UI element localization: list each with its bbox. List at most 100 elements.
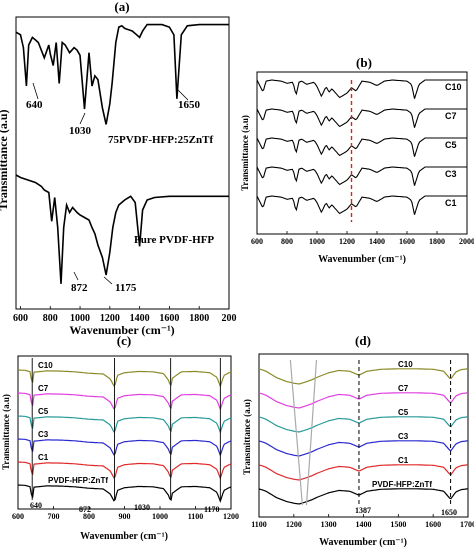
panel-a-series [15, 23, 229, 284]
series-label-c3: C3 [38, 430, 49, 439]
panel-a-x-tick-label: 1200 [100, 313, 120, 324]
panel-c-x-tick-label: 1000 [152, 512, 168, 521]
panel-c-x-tick-label: 900 [119, 512, 131, 521]
peak-c-640: 640 [30, 501, 42, 510]
peak-label-872: 872 [71, 282, 88, 294]
peak-d-1650: 1650 [441, 508, 457, 517]
peak-c-872: 872 [79, 505, 91, 514]
panel-c-y-axis-label: Transmittance (a.u) [1, 394, 11, 470]
panel-b-x-tick-label: 1800 [429, 237, 445, 246]
series-line-c1 [258, 464, 469, 481]
panel-b-label: (b) [356, 55, 372, 70]
series-line-c1 [17, 461, 232, 480]
panel-b-x-tick-label: 600 [251, 237, 263, 246]
panel-d-x-tick-label: 1600 [425, 520, 441, 529]
series-line-c3 [258, 440, 469, 457]
panel-c-x-axis-label: Wavenumber (cm⁻¹) [80, 531, 168, 542]
peak-label-1650: 1650 [178, 99, 201, 111]
peak-label-640: 640 [26, 99, 43, 111]
panel-c-x-tick-label: 600 [12, 512, 24, 521]
panel-c-label: (c) [117, 333, 131, 348]
series-label-c7: C7 [38, 384, 49, 393]
series-label-c7: C7 [445, 111, 457, 121]
series-label-c7: C7 [398, 384, 409, 393]
panel-d-label: (d) [355, 333, 371, 348]
series-label-c10: C10 [38, 361, 53, 370]
series-line-c7 [258, 392, 469, 409]
series-line-c10 [258, 368, 469, 385]
series-label-c1: C1 [445, 198, 457, 208]
panel-a-x-axis-label: Wavenumber (cm⁻¹) [69, 323, 174, 337]
series-line-c5 [17, 415, 232, 434]
panel-d-x-tick-label: 1400 [356, 520, 372, 529]
panel-d-x-axis-label: Wavenumber (cm⁻¹) [319, 537, 407, 548]
panel-c-x-tick-label: 1100 [188, 512, 204, 521]
series-label-c10: C10 [398, 360, 413, 369]
panel-a: (a) 600 800 1000 1200 1400 1600 1800 200 Transm… [0, 0, 237, 337]
panel-b-x-ticks: 600 800 1000 1200 1400 1600 1800 2000 [251, 231, 474, 246]
series-label-c3: C3 [398, 432, 409, 441]
panel-a-x-tick-label: 800 [43, 313, 58, 324]
series-label-c5: C5 [398, 408, 409, 417]
peak-label-1030: 1030 [69, 125, 92, 137]
series-line-c10 [256, 79, 467, 99]
panel-d-x-tick-label: 1700 [460, 520, 474, 529]
panel-d: (d) 1100 1200 1300 1400 1500 1600 1700 C10 C7 C5… [242, 333, 474, 548]
panel-c-x-tick-label: 700 [48, 512, 60, 521]
series-line-pure-pvdf-hfp [15, 174, 229, 284]
panel-a-x-ticks: 600 800 1000 1200 1400 1600 1800 200 [13, 306, 237, 324]
panel-b-series: C10 C7 C5 C3 C1 [256, 79, 467, 222]
panel-b-x-axis-label: Wavenumber (cm⁻¹) [318, 254, 406, 265]
series-line-c7 [17, 392, 232, 411]
panel-d-x-ticks: 1100 1200 1300 1400 1500 1600 1700 [251, 514, 474, 529]
series-label-c1: C1 [38, 453, 49, 462]
panel-a-x-tick-label: 200 [222, 313, 237, 324]
panel-a-x-tick-label: 1800 [189, 313, 209, 324]
panel-b-frame [256, 71, 468, 235]
series-line-pvdf-hfp-zntf [258, 488, 469, 505]
series-label-c5: C5 [445, 140, 457, 150]
panel-d-x-tick-label: 1500 [390, 520, 406, 529]
panel-b-x-tick-label: 1000 [309, 237, 325, 246]
series-line-c7 [256, 108, 467, 128]
panel-b-x-tick-label: 2000 [459, 237, 474, 246]
peak-d-1387: 1387 [355, 506, 371, 515]
series-line-c3 [17, 438, 232, 457]
panel-a-x-tick-label: 1000 [70, 313, 90, 324]
panel-c-x-tick-label: 800 [83, 512, 95, 521]
arrow-1650 [177, 89, 189, 101]
series-label-pure-pvdf: Pure PVDF-HFP [134, 234, 214, 246]
panel-a-x-tick-label: 1400 [130, 313, 150, 324]
series-line-c3 [256, 166, 467, 186]
panel-a-x-tick-label: 1600 [159, 313, 179, 324]
panel-b-x-tick-label: 1200 [339, 237, 355, 246]
panel-a-frame [15, 16, 230, 310]
panel-a-y-axis-label: Transmittance (a.u) [0, 109, 10, 210]
series-line-75pvdf-hfp-25zntf [15, 23, 229, 125]
peak-label-1175: 1175 [115, 282, 137, 294]
series-label-pvdf-hfp-zntf: PVDF-HFP:ZnTf [372, 480, 432, 489]
panel-d-series: C10 C7 C5 C3 C1 PVDF-HFP:ZnTf [258, 359, 469, 506]
series-label-c1: C1 [398, 456, 409, 465]
series-label-c10: C10 [445, 82, 462, 92]
series-label-pvdf-hfp-zntf: PVDF-HFP:ZnTf [48, 476, 108, 485]
peak-c-1030: 1030 [134, 503, 150, 512]
panel-d-x-tick-label: 1300 [321, 520, 337, 529]
panel-d-x-tick-label: 1200 [286, 520, 302, 529]
panel-c-x-ticks: 600 700 800 900 1000 1100 1200 [12, 506, 239, 521]
series-label-c3: C3 [445, 169, 457, 179]
series-label-75pvdf: 75PVDF-HFP:25ZnTf [108, 134, 213, 146]
arrow-1175 [103, 276, 113, 285]
series-line-pvdf-hfp-zntf [17, 484, 232, 503]
series-line-c10 [17, 369, 232, 388]
panel-b-x-tick-label: 1400 [369, 237, 385, 246]
panel-a-x-tick-label: 600 [13, 313, 28, 324]
panel-b: (b) 600 800 1000 1200 1400 1600 1800 2000 C10 C7… [240, 55, 474, 265]
panel-c: (c) 600 700 800 900 1000 1100 1200 C10C7C5C3C1… [1, 333, 239, 542]
guide-line-right [305, 359, 318, 506]
series-line-c5 [258, 416, 469, 433]
series-line-c1 [256, 195, 467, 215]
guide-line-left [289, 359, 303, 506]
arrow-872 [73, 271, 79, 281]
